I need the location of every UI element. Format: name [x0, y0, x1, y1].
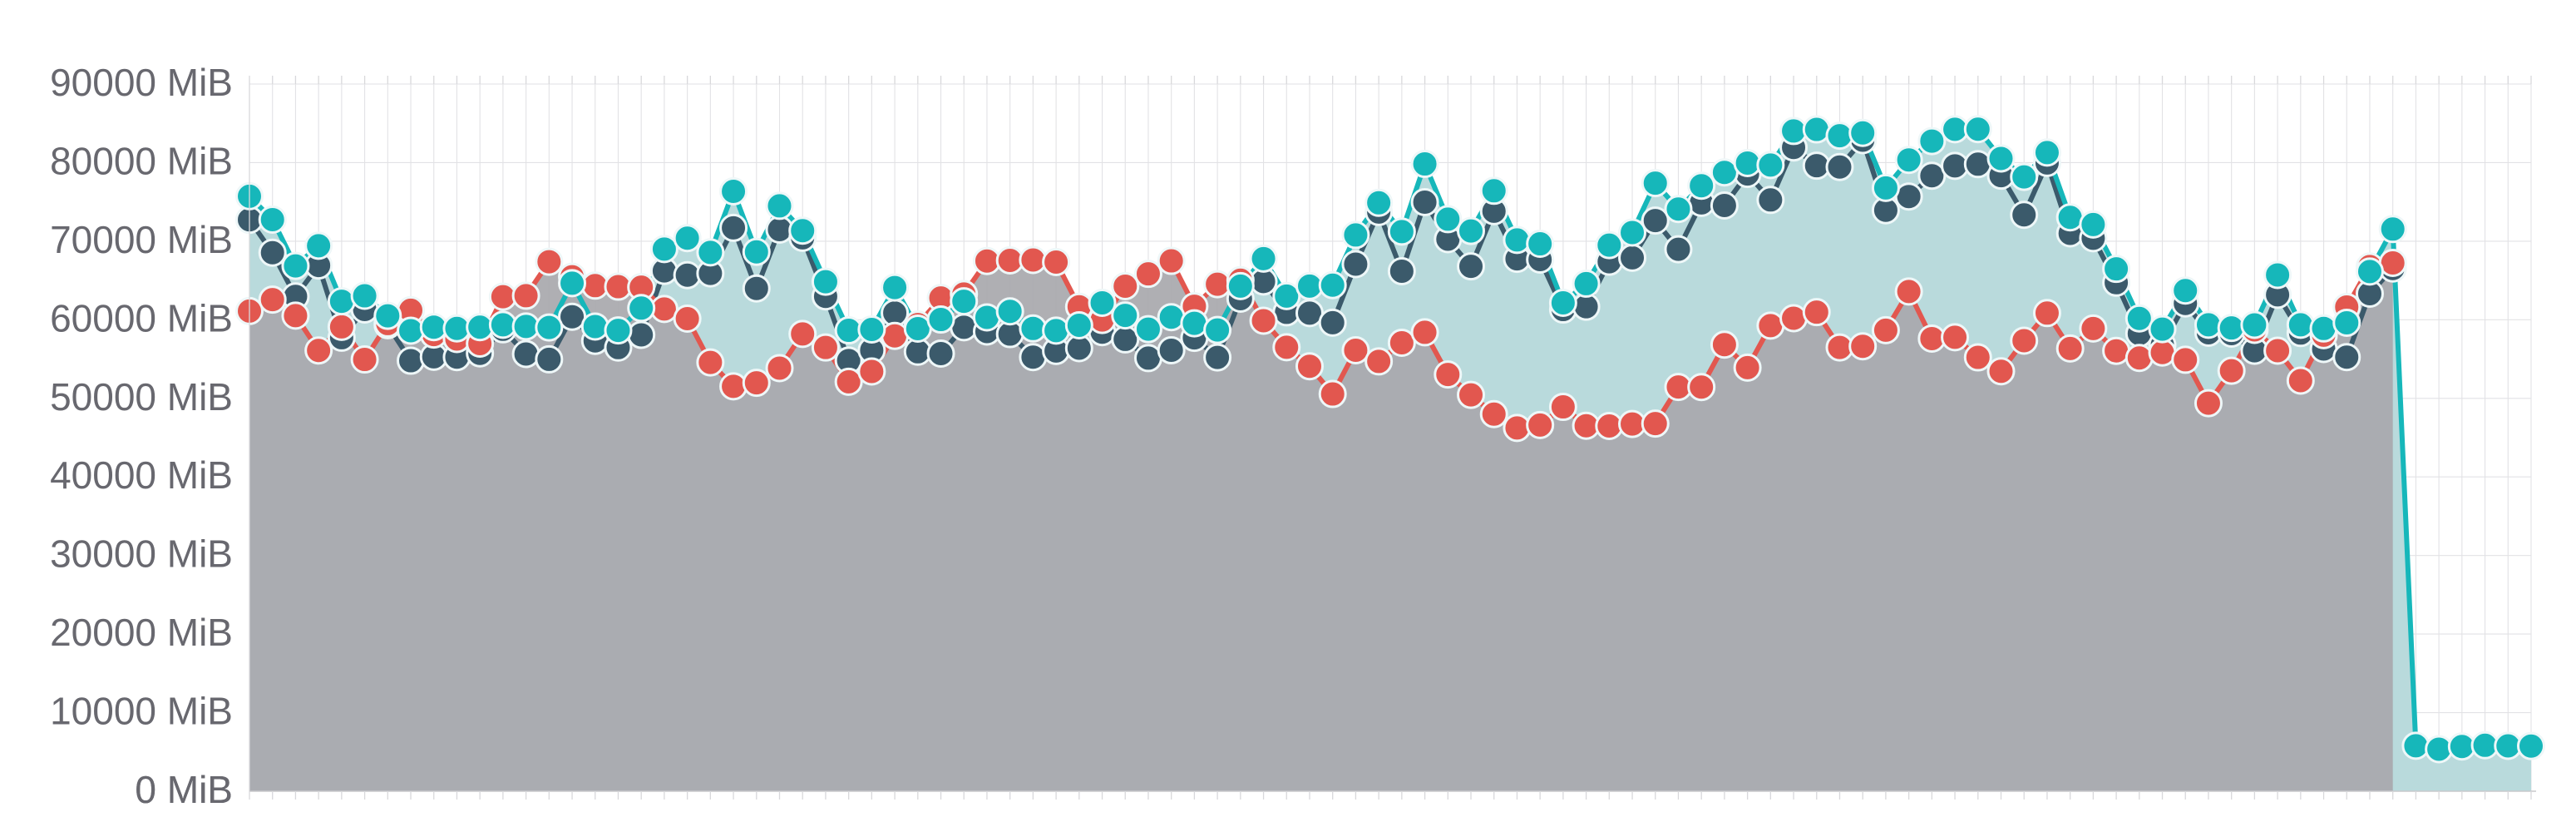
svg-text:70000 MiB: 70000 MiB: [50, 218, 233, 261]
svg-text:50000 MiB: 50000 MiB: [50, 375, 233, 418]
svg-text:10000 MiB: 10000 MiB: [50, 690, 233, 733]
svg-text:30000 MiB: 30000 MiB: [50, 532, 233, 576]
svg-text:40000 MiB: 40000 MiB: [50, 453, 233, 497]
svg-text:80000 MiB: 80000 MiB: [50, 139, 233, 182]
svg-text:20000 MiB: 20000 MiB: [50, 611, 233, 654]
svg-text:60000 MiB: 60000 MiB: [50, 296, 233, 339]
svg-text:90000 MiB: 90000 MiB: [50, 61, 233, 104]
svg-text:0 MiB: 0 MiB: [135, 768, 233, 811]
